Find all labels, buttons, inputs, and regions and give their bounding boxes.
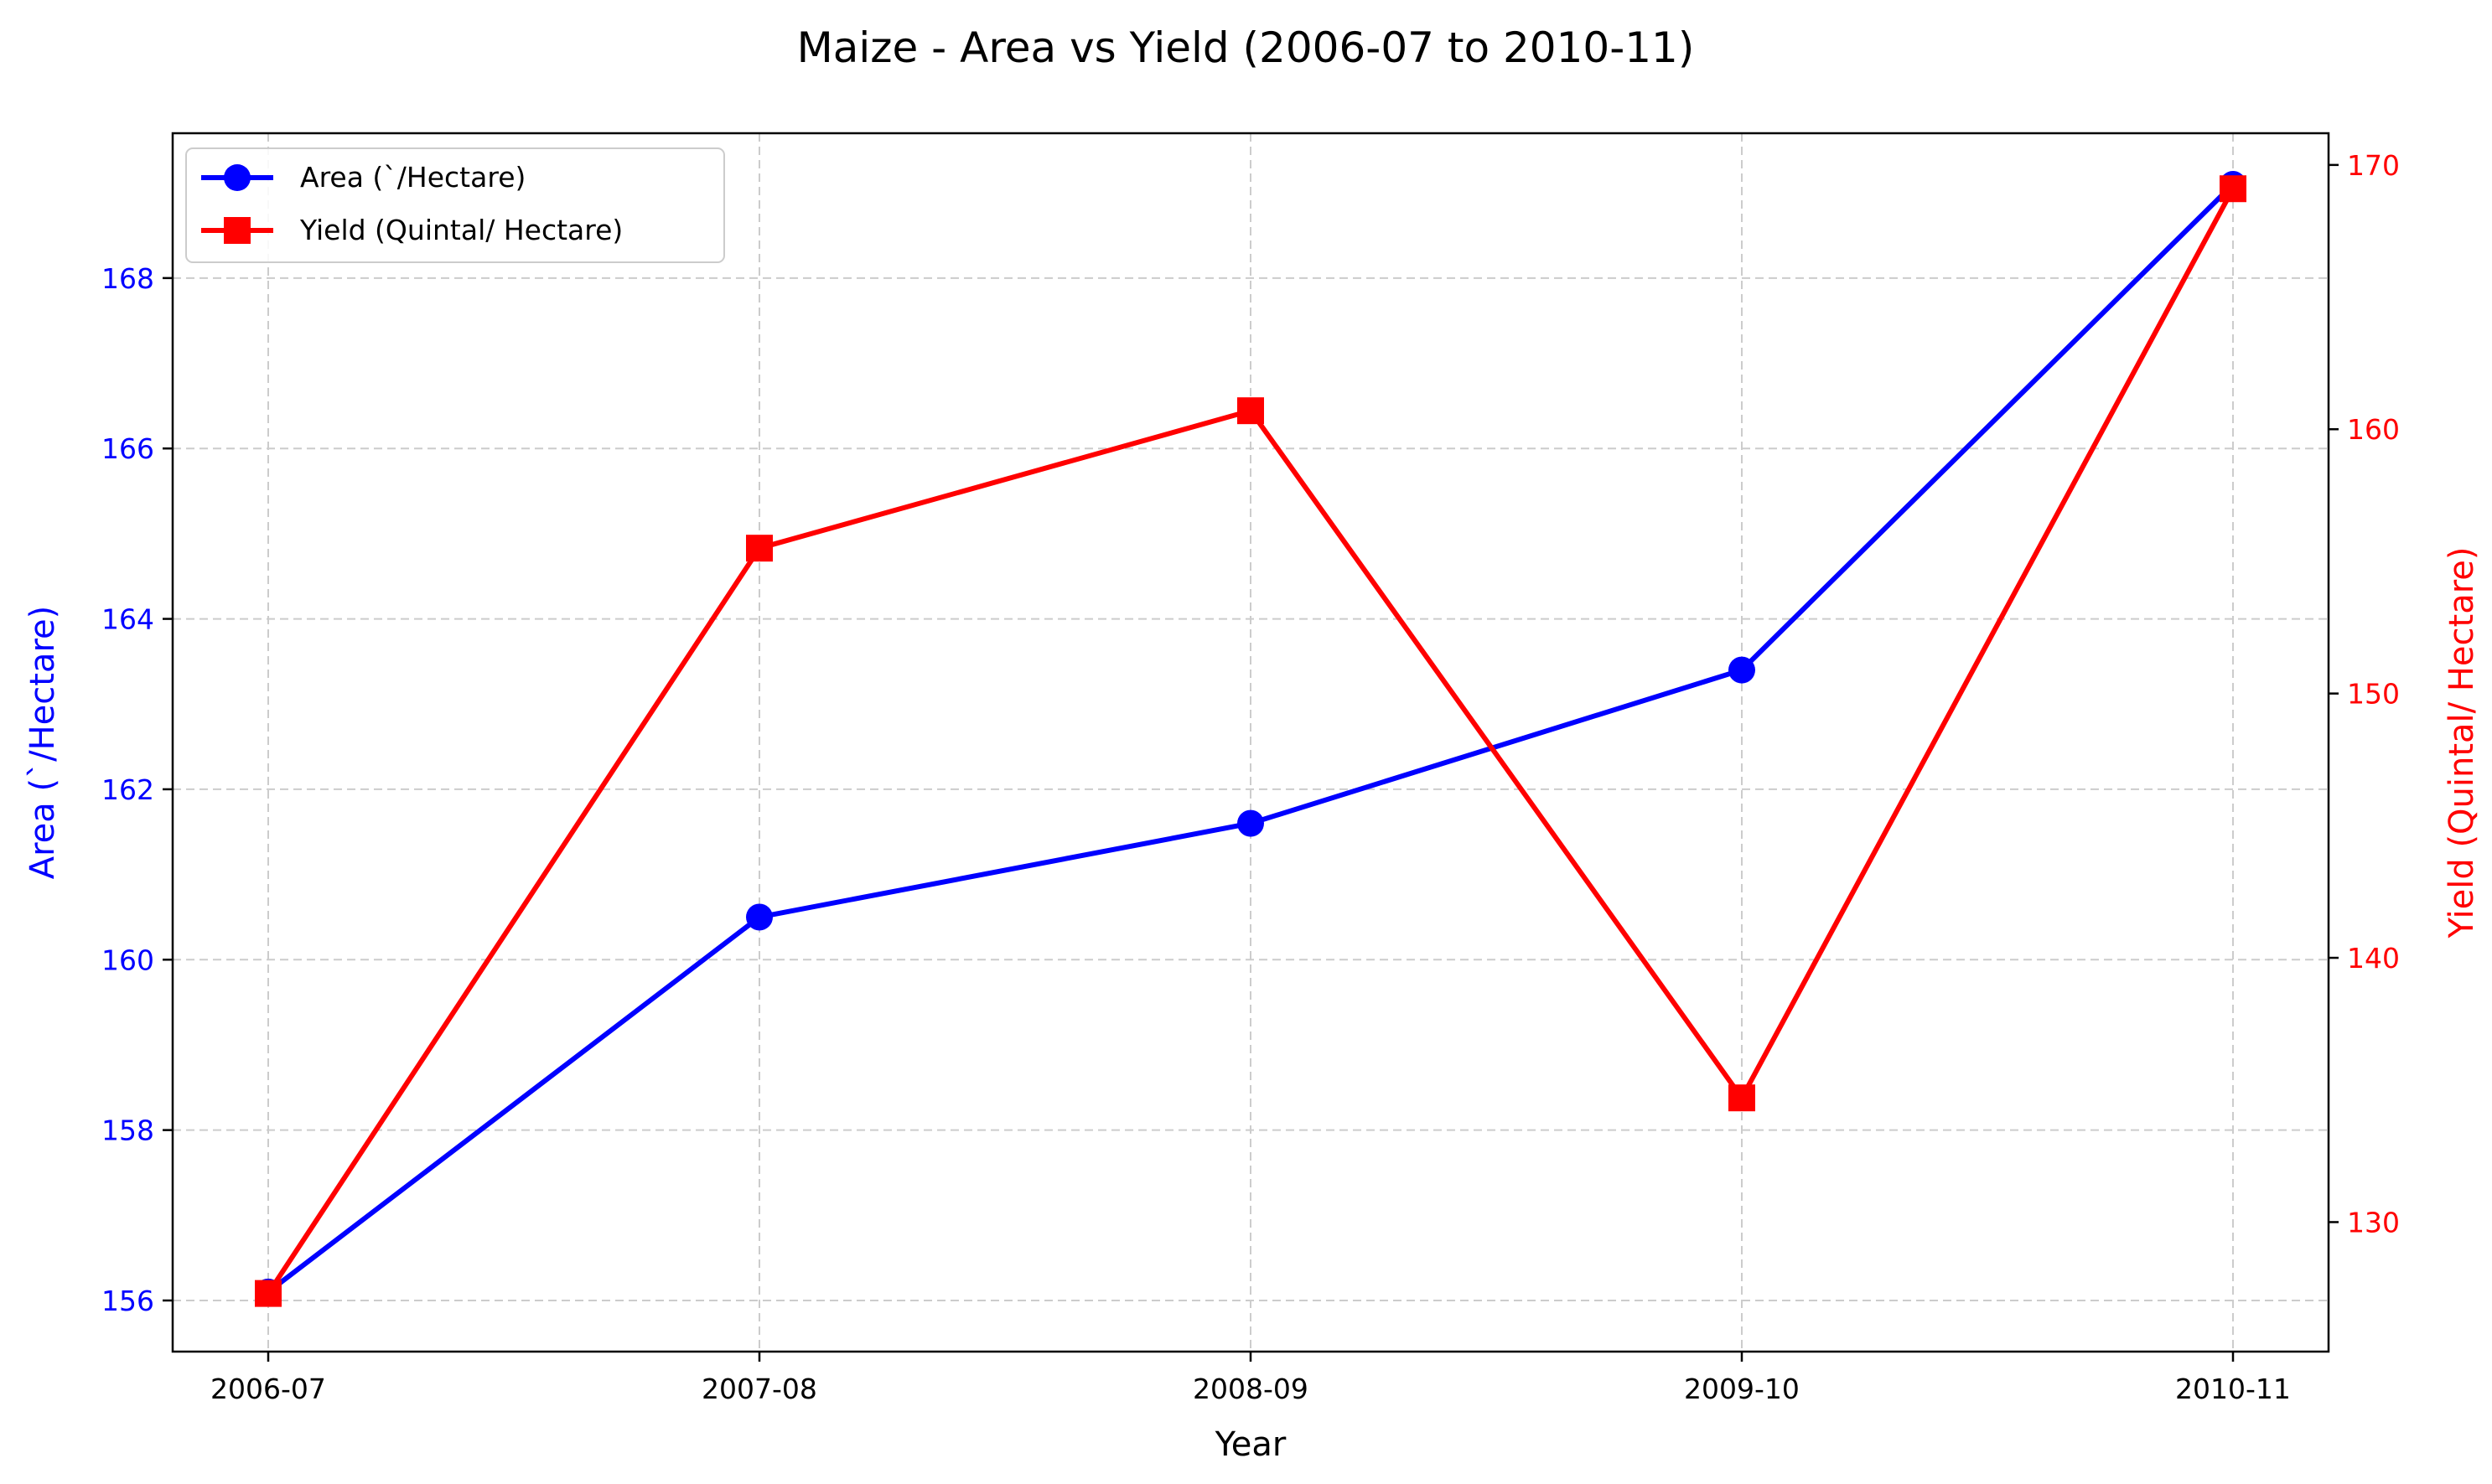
left-tick-label: 158 bbox=[101, 1114, 154, 1147]
left-tick-label: 168 bbox=[101, 262, 154, 295]
x-axis-label: Year bbox=[1215, 1425, 1287, 1464]
area-data-point bbox=[746, 903, 773, 931]
left-tick-label: 156 bbox=[101, 1285, 154, 1317]
legend: Area (`/Hectare) Yield (Quintal/ Hectare) bbox=[185, 147, 725, 263]
left-tick-label: 164 bbox=[101, 603, 154, 636]
chart-title: Maize - Area vs Yield (2006-07 to 2010-1… bbox=[797, 23, 1695, 72]
legend-marker-area bbox=[224, 164, 251, 191]
x-tick-label: 2009-10 bbox=[1684, 1373, 1800, 1405]
right-axis-ticks: 130 140 150 160 170 bbox=[2329, 149, 2400, 1238]
x-axis-ticks: 2006-07 2007-08 2008-09 2009-10 2010-11 bbox=[210, 1352, 2291, 1405]
left-tick-label: 166 bbox=[101, 432, 154, 465]
right-tick-label: 160 bbox=[2347, 413, 2400, 446]
x-tick-label: 2006-07 bbox=[210, 1373, 326, 1405]
right-axis-label: Yield (Quintal/ Hectare) bbox=[2443, 546, 2481, 938]
legend-box bbox=[185, 147, 725, 263]
legend-marker-yield bbox=[224, 217, 251, 244]
left-tick-label: 162 bbox=[101, 773, 154, 806]
legend-items: Area (`/Hectare) Yield (Quintal/ Hectare) bbox=[201, 161, 623, 246]
left-axis-ticks: 156 158 160 162 164 166 168 bbox=[101, 262, 173, 1317]
area-data-point bbox=[1237, 809, 1264, 837]
series-layer bbox=[255, 171, 2246, 1307]
yield-data-point bbox=[255, 1280, 282, 1307]
left-tick-label: 160 bbox=[101, 944, 154, 976]
right-tick-label: 140 bbox=[2347, 942, 2400, 975]
left-axis-label: Area (`/Hectare) bbox=[23, 606, 62, 880]
grid-lines bbox=[173, 133, 2329, 1352]
right-tick-label: 130 bbox=[2347, 1206, 2400, 1238]
legend-label-yield: Yield (Quintal/ Hectare) bbox=[299, 214, 623, 246]
legend-label-area: Area (`/Hectare) bbox=[300, 161, 526, 194]
yield-data-point bbox=[746, 535, 773, 562]
x-tick-label: 2007-08 bbox=[702, 1373, 817, 1405]
yield-data-point bbox=[1237, 397, 1264, 425]
yield-data-point bbox=[1728, 1084, 1755, 1112]
right-tick-label: 170 bbox=[2347, 149, 2400, 182]
area-data-point bbox=[1728, 656, 1755, 684]
right-tick-label: 150 bbox=[2347, 678, 2400, 711]
x-tick-label: 2010-11 bbox=[2175, 1373, 2291, 1405]
x-tick-label: 2008-09 bbox=[1193, 1373, 1308, 1405]
yield-data-point bbox=[2220, 175, 2246, 203]
